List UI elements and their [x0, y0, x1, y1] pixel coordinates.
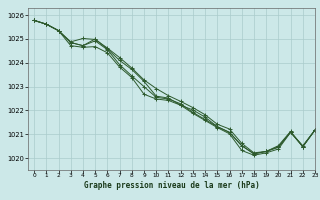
X-axis label: Graphe pression niveau de la mer (hPa): Graphe pression niveau de la mer (hPa)	[84, 181, 260, 190]
